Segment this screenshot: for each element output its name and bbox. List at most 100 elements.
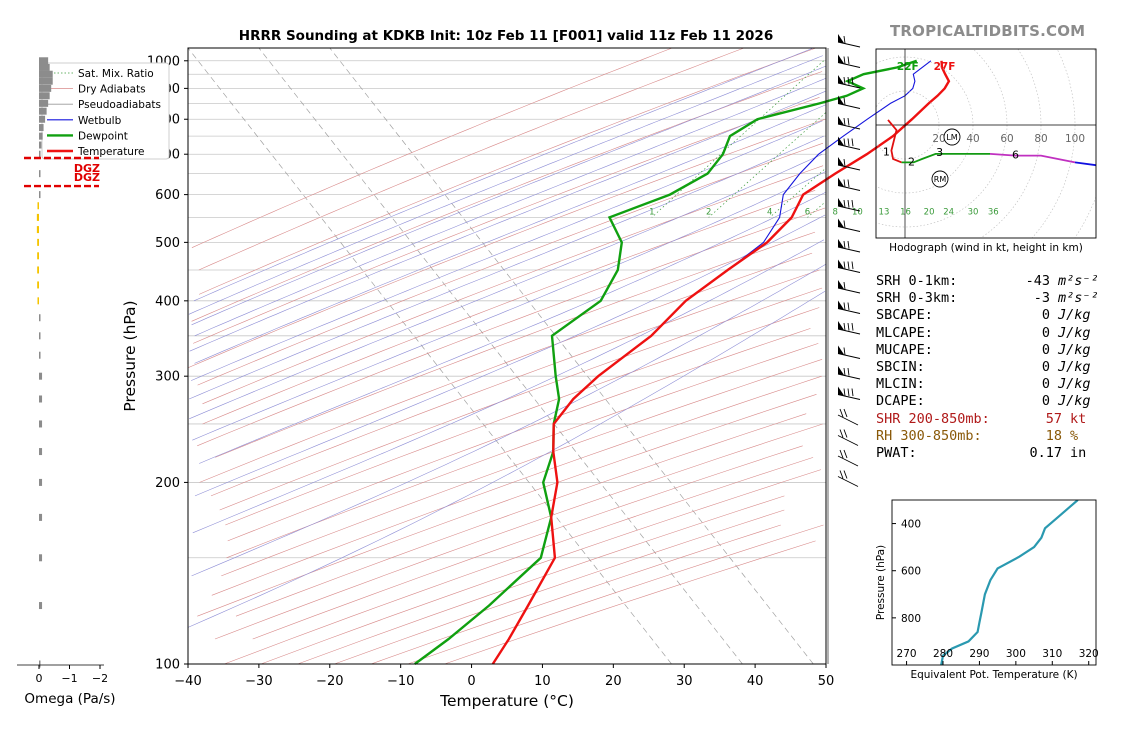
barb-pennant [838,259,844,269]
wind-barb [837,366,861,380]
barb-pennant [838,95,844,105]
wind-barbs [827,34,861,664]
dry-adiabat [227,328,811,542]
barb-flag [847,199,850,208]
barb-flag [843,302,846,311]
index-label: DCAPE: [876,393,925,410]
dry-adiabat [202,165,824,405]
omega-bar [39,372,43,380]
hodograph-height-label: 3 [936,146,943,159]
omega-tick-label: 0 [36,672,43,685]
wind-barb [837,54,861,68]
thetae-y-tick-label: 600 [901,566,921,578]
index-value: -3 [1033,290,1050,307]
index-unit: J/kg [1058,324,1091,341]
dewpoint-line [414,59,918,665]
dry-adiabat [191,47,673,248]
thetae-frame [891,499,1097,666]
barb-pennant [838,366,844,375]
index-label: SRH 0-3km: [876,290,958,307]
barb-flag [843,220,846,229]
barb-pennant [838,198,844,207]
index-unit: J/kg [1058,307,1091,324]
thetae-y-label: Pressure (hPa) [875,545,887,620]
index-unit: J/kg [1058,341,1091,358]
mixing-ratio-label: 24 [943,207,954,217]
omega-bar [39,70,53,78]
index-value: 0 [1041,359,1050,376]
dry-adiabat [188,118,826,368]
storm-motion-marker [943,128,961,146]
dry-adiabat [221,359,823,577]
barb-pennant [838,321,844,330]
barb-staff [837,103,861,109]
barb-flag [843,429,848,438]
mixing-ratio-label: 8 [833,207,838,217]
thetae-x-tick-label: 280 [933,648,953,660]
barb-staff [837,287,861,294]
hodograph-trace [1074,161,1096,167]
x-tick-label: −20 [316,674,343,689]
omega-bar [37,281,39,289]
hodograph-trace [887,119,902,164]
index-row: RH 300-850mb: 18% [876,428,1130,445]
hodograph-height-label: 1 [883,146,890,159]
y-tick-label: 100 [155,658,180,673]
barb-flag [847,179,850,188]
dgz-label: DGZ [74,171,100,184]
wind-barb [837,280,861,294]
legend-label: Temperature [77,146,145,158]
index-value: 0 [1041,393,1050,410]
omega-bar [39,92,50,100]
barb-staff [837,414,859,426]
barb-flag [843,97,846,106]
dry-adiabat [260,469,822,665]
site-credit[interactable]: TROPICALTIDBITS.COM [890,22,1086,40]
moist-adiabat [192,171,826,441]
wind-barb [837,136,861,150]
storm-motion-label: LM [946,133,957,142]
moist-adiabat [188,55,823,315]
legend-label: Dewpoint [78,130,128,142]
x-tick-label: 50 [818,674,835,689]
barb-pennant [838,136,844,146]
barb-flag [843,117,846,126]
omega-bar [39,191,41,199]
legend-label: Dry Adiabats [78,84,146,96]
legend-label: Wetbulb [78,115,122,127]
x-tick-label: 30 [676,674,693,689]
barb-staff [837,394,861,400]
barb-staff [837,226,861,232]
thetae-x-tick-label: 270 [897,648,917,660]
wind-barb [837,408,859,426]
wind-barb [837,75,861,89]
mixing-ratio-label: 13 [879,207,890,217]
index-row: SRH 0-3km: -3 m²s⁻² [876,290,1130,307]
y-tick-label: 400 [155,294,180,309]
moist-adiabat [194,78,826,337]
index-row: SBCIN: 0 J/kg [876,359,1130,376]
surface-temperature-label: 27F [934,61,956,73]
dry-adiabat [197,142,824,386]
wind-barb [837,300,861,314]
barb-staff [837,246,861,253]
barb-staff [837,328,861,335]
omega-bar [36,226,39,234]
index-label: MLCAPE: [876,324,933,341]
isotherm-line [258,47,743,665]
wind-barb [837,116,861,130]
moist-adiabat [189,153,823,420]
omega-bar [39,57,49,65]
barb-flag [847,367,850,376]
barb-pennant [838,239,844,248]
index-label: SBCAPE: [876,307,933,324]
barb-flag [843,322,846,331]
y-axis-label: Pressure (hPa) [121,300,139,411]
wind-barb [837,321,861,335]
index-unit: J/kg [1058,376,1091,393]
y-tick-label: 500 [155,236,180,251]
wind-barb [837,95,861,109]
indices-table: SRH 0-1km: -43 m²s⁻² SRH 0-3km: -3 m²s⁻² SBCAP… [876,273,1130,462]
